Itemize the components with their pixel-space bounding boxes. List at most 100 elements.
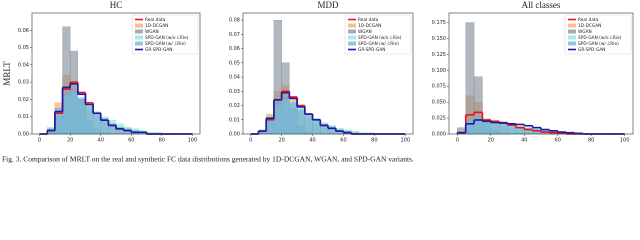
x-tick-label: 80: [159, 138, 165, 144]
legend-swatch: [568, 23, 576, 28]
y-tick-label: 0.025: [432, 116, 446, 122]
plot-frame: [31, 12, 201, 135]
x-tick-label: 0: [456, 138, 459, 144]
legend-label: Real data: [578, 17, 599, 23]
legend-swatch: [568, 35, 576, 40]
legend-label: GR-SPD-GAN: [578, 47, 606, 53]
x-tick-label: 0: [38, 138, 41, 144]
histogram-bar: [490, 122, 500, 135]
y-tick-label: 0.05: [18, 45, 29, 51]
legend-label: GR-SPD-GAN: [145, 47, 173, 53]
histogram-bar: [85, 106, 94, 135]
legend-label: 1D-DCGAN: [358, 23, 381, 29]
y-tick-label: 0.07: [229, 32, 240, 38]
chart-title: All classes: [522, 0, 561, 10]
caption: Fig. 3. Comparison of MRLT on the real a…: [2, 155, 414, 164]
y-tick-label: 0.01: [229, 117, 240, 123]
x-tick-label: 100: [400, 138, 410, 144]
histogram-bar: [70, 88, 78, 135]
histogram-bar: [273, 102, 282, 135]
histogram-bar: [312, 119, 321, 135]
x-tick-label: 60: [128, 138, 134, 144]
y-tick-label: 0.00: [18, 132, 29, 138]
histogram-bar: [499, 123, 508, 135]
y-tick-label: 0.00: [229, 132, 240, 138]
y-tick-label: 0.01: [18, 114, 29, 120]
histogram-bar: [465, 22, 475, 135]
x-tick-label: 40: [521, 138, 527, 144]
series: [39, 83, 193, 135]
histogram-bar: [123, 128, 132, 135]
x-tick-label: 40: [309, 138, 315, 144]
legend-box: [344, 14, 412, 55]
y-tick-label: 0.000: [432, 132, 446, 138]
legend-swatch: [568, 41, 576, 46]
legend-label: SPD-GAN (w/o ℒRie): [358, 35, 402, 41]
legend-label: WGAN: [578, 29, 592, 35]
x-tick-label: 60: [340, 138, 346, 144]
histogram-bar: [281, 96, 290, 135]
y-tick-label: 0.08: [229, 18, 240, 24]
histogram-bar: [77, 97, 86, 135]
x-tick-label: 20: [488, 138, 494, 144]
legend-label: GR-SPD-GAN: [358, 47, 386, 53]
y-tick-label: 0.075: [432, 84, 446, 90]
legend-label: WGAN: [145, 29, 159, 35]
y-tick-label: 0.150: [432, 36, 446, 42]
legend-swatch: [348, 35, 356, 40]
histogram-bar: [289, 102, 298, 135]
x-tick-label: 60: [555, 138, 561, 144]
x-tick-label: 80: [588, 138, 594, 144]
chart-title: HC: [110, 0, 123, 10]
x-tick-label: 0: [249, 138, 252, 144]
legend-label: SPD-GAN (w/ ℒRie): [358, 41, 399, 47]
figure: Fig. 3. Comparison of MRLT on the real a…: [2, 0, 634, 164]
histogram-bar: [62, 92, 71, 135]
histogram-bar: [482, 120, 491, 135]
legend-box: [564, 14, 632, 55]
y-tick-label: 0.02: [18, 97, 29, 103]
histogram-bar: [47, 128, 56, 135]
x-tick-label: 40: [98, 138, 104, 144]
y-tick-label: 0.03: [229, 89, 240, 95]
x-tick-label: 20: [278, 138, 284, 144]
y-tick-label: 0.04: [18, 62, 29, 68]
legend-swatch: [135, 41, 143, 46]
histogram-bar: [92, 113, 101, 135]
y-tick-label: 0.050: [432, 100, 446, 106]
y-axis-label: MRLT: [2, 61, 12, 86]
histogram-bar: [304, 115, 313, 135]
legend-label: SPD-GAN (w/o ℒRie): [578, 35, 622, 41]
plot-frame: [242, 12, 414, 135]
y-tick-label: 0.03: [18, 80, 29, 86]
y-tick-label: 0.06: [229, 46, 240, 52]
legend-label: Real data: [145, 17, 166, 23]
legend-swatch: [135, 29, 143, 34]
legend-label: SPD-GAN (w/ ℒRie): [578, 41, 619, 47]
legend-label: Real data: [358, 17, 379, 23]
plot-frame: [448, 12, 634, 135]
y-tick-label: 0.02: [229, 103, 240, 109]
legend-swatch: [348, 41, 356, 46]
chart-title: MDD: [317, 0, 339, 10]
legend-swatch: [348, 29, 356, 34]
y-tick-label: 0.04: [229, 75, 240, 81]
legend-label: WGAN: [358, 29, 372, 35]
histogram-bar: [507, 125, 517, 135]
y-tick-label: 0.100: [432, 68, 446, 74]
legend-swatch: [135, 35, 143, 40]
y-tick-label: 0.175: [432, 20, 446, 26]
y-tick-label: 0.125: [432, 52, 446, 58]
legend-swatch: [348, 23, 356, 28]
y-tick-label: 0.05: [229, 60, 240, 66]
legend-swatch: [568, 29, 576, 34]
legend-label: SPD-GAN (w/ ℒRie): [145, 41, 186, 47]
x-tick-label: 100: [188, 138, 198, 144]
histogram-bar: [465, 119, 475, 135]
legend-label: SPD-GAN (w/o ℒRie): [145, 35, 189, 41]
legend-label: 1D-DCGAN: [145, 23, 168, 29]
y-tick-label: 0.06: [18, 28, 29, 34]
legend-label: 1D-DCGAN: [578, 23, 601, 29]
x-tick-label: 80: [371, 138, 377, 144]
x-tick-label: 100: [620, 138, 630, 144]
